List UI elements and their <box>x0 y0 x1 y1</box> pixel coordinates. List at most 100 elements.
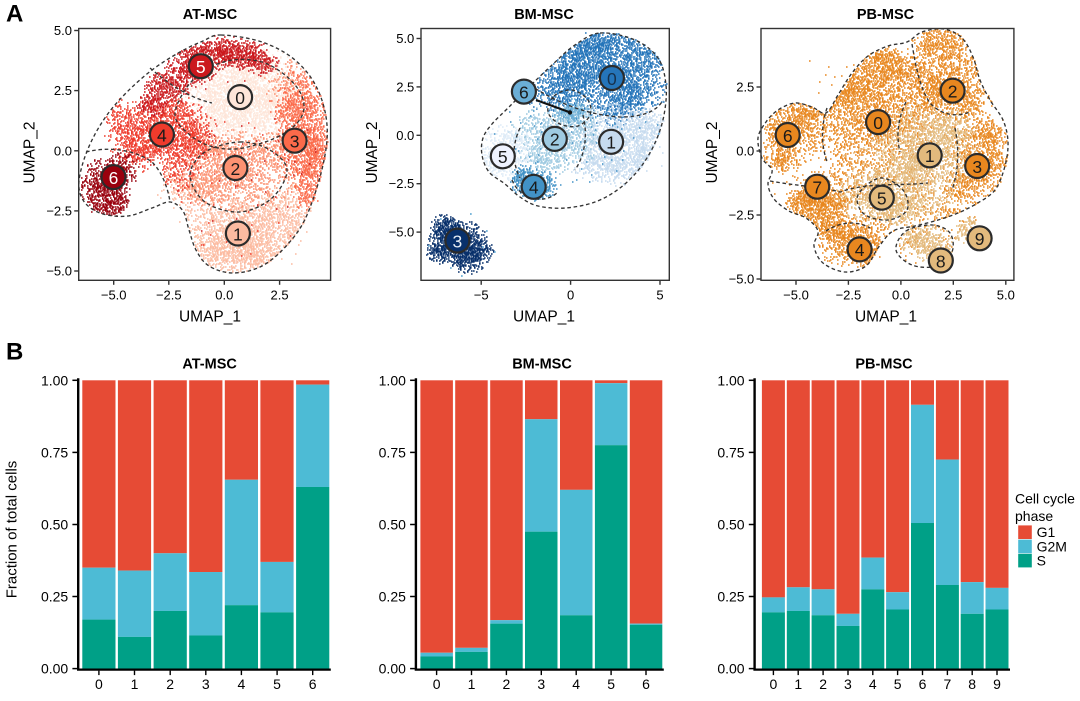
svg-text:5: 5 <box>273 676 281 692</box>
svg-text:2: 2 <box>503 676 511 692</box>
svg-text:−5.0: −5.0 <box>783 288 809 303</box>
svg-text:−2.5: −2.5 <box>46 203 72 218</box>
svg-text:−5.0: −5.0 <box>46 264 72 279</box>
svg-text:6: 6 <box>309 676 317 692</box>
svg-text:2: 2 <box>166 676 174 692</box>
svg-text:−2.5: −2.5 <box>389 176 415 191</box>
svg-text:G1: G1 <box>1037 524 1056 540</box>
svg-text:8: 8 <box>936 251 946 271</box>
svg-text:6: 6 <box>919 676 927 692</box>
svg-text:0.50: 0.50 <box>379 516 406 532</box>
svg-text:S: S <box>1037 553 1046 569</box>
svg-text:PB-MSC: PB-MSC <box>857 7 915 23</box>
svg-text:−5.0: −5.0 <box>729 272 755 287</box>
svg-text:UMAP_1: UMAP_1 <box>513 309 575 326</box>
svg-text:PB-MSC: PB-MSC <box>855 357 913 373</box>
svg-text:Fraction of total cells: Fraction of total cells <box>4 461 21 599</box>
svg-text:0.0: 0.0 <box>736 144 754 159</box>
svg-text:UMAP_1: UMAP_1 <box>179 309 241 326</box>
svg-text:6: 6 <box>642 676 650 692</box>
svg-text:0.0: 0.0 <box>892 288 910 303</box>
svg-text:−5: −5 <box>474 288 489 303</box>
svg-text:2: 2 <box>550 130 560 150</box>
svg-text:2.5: 2.5 <box>396 79 414 94</box>
svg-text:4: 4 <box>869 676 877 692</box>
svg-text:4: 4 <box>572 676 580 692</box>
svg-text:0: 0 <box>607 69 617 89</box>
svg-text:1.00: 1.00 <box>379 372 406 388</box>
svg-text:Cell cycle: Cell cycle <box>1015 491 1075 507</box>
svg-text:9: 9 <box>993 676 1001 692</box>
svg-text:AT-MSC: AT-MSC <box>183 7 238 23</box>
svg-text:3: 3 <box>537 676 545 692</box>
svg-text:0.75: 0.75 <box>41 444 68 460</box>
svg-text:1: 1 <box>925 146 935 166</box>
svg-text:1: 1 <box>233 224 243 244</box>
svg-text:0.25: 0.25 <box>41 589 68 605</box>
svg-text:1: 1 <box>131 676 139 692</box>
svg-text:0.0: 0.0 <box>215 288 233 303</box>
svg-text:3: 3 <box>972 157 982 177</box>
svg-text:2.5: 2.5 <box>271 288 289 303</box>
svg-text:0: 0 <box>873 113 883 133</box>
svg-text:−5.0: −5.0 <box>101 288 127 303</box>
svg-text:0.25: 0.25 <box>717 589 744 605</box>
svg-text:2.5: 2.5 <box>54 83 72 98</box>
svg-text:A: A <box>6 1 23 28</box>
svg-text:0: 0 <box>433 676 441 692</box>
svg-text:3: 3 <box>844 676 852 692</box>
svg-text:4: 4 <box>529 178 539 198</box>
svg-text:UMAP_2: UMAP_2 <box>22 121 39 183</box>
svg-text:8: 8 <box>968 676 976 692</box>
svg-text:5.0: 5.0 <box>997 288 1015 303</box>
svg-text:1.00: 1.00 <box>717 372 744 388</box>
svg-text:G2M: G2M <box>1037 538 1067 554</box>
svg-text:0.25: 0.25 <box>379 589 406 605</box>
svg-text:−5.0: −5.0 <box>389 225 415 240</box>
svg-text:1: 1 <box>794 676 802 692</box>
svg-text:5: 5 <box>877 189 887 209</box>
svg-text:0.50: 0.50 <box>717 516 744 532</box>
svg-text:AT-MSC: AT-MSC <box>182 357 237 373</box>
svg-text:0.50: 0.50 <box>41 516 68 532</box>
svg-text:5: 5 <box>607 676 615 692</box>
svg-text:5: 5 <box>196 57 206 77</box>
svg-text:9: 9 <box>975 229 985 249</box>
svg-text:UMAP_1: UMAP_1 <box>855 309 917 326</box>
svg-text:4: 4 <box>238 676 246 692</box>
svg-text:2: 2 <box>948 82 958 102</box>
svg-text:0: 0 <box>567 288 574 303</box>
svg-text:7: 7 <box>812 178 822 198</box>
svg-text:3: 3 <box>453 231 463 251</box>
svg-text:1: 1 <box>606 133 616 153</box>
svg-text:−2.5: −2.5 <box>836 288 862 303</box>
svg-text:0.75: 0.75 <box>717 444 744 460</box>
svg-text:7: 7 <box>943 676 951 692</box>
svg-text:−2.5: −2.5 <box>156 288 182 303</box>
svg-text:BM-MSC: BM-MSC <box>514 7 574 23</box>
svg-text:0: 0 <box>95 676 103 692</box>
svg-text:0.00: 0.00 <box>41 661 68 677</box>
svg-text:3: 3 <box>290 132 300 152</box>
svg-text:1: 1 <box>468 676 476 692</box>
svg-text:0: 0 <box>770 676 778 692</box>
svg-text:0.00: 0.00 <box>379 661 406 677</box>
svg-text:0.75: 0.75 <box>379 444 406 460</box>
svg-text:BM-MSC: BM-MSC <box>512 357 572 373</box>
svg-text:2.5: 2.5 <box>736 80 754 95</box>
svg-text:−2.5: −2.5 <box>729 208 755 223</box>
svg-text:UMAP_2: UMAP_2 <box>704 121 721 183</box>
svg-text:6: 6 <box>783 126 793 146</box>
svg-text:6: 6 <box>109 168 119 188</box>
svg-text:0.00: 0.00 <box>717 661 744 677</box>
svg-text:phase: phase <box>1015 508 1053 524</box>
svg-text:0.0: 0.0 <box>54 143 72 158</box>
svg-text:2: 2 <box>819 676 827 692</box>
svg-text:5.0: 5.0 <box>54 23 72 38</box>
svg-text:5: 5 <box>498 147 508 167</box>
svg-text:0: 0 <box>235 88 245 108</box>
svg-text:UMAP_2: UMAP_2 <box>364 121 381 183</box>
svg-text:0.0: 0.0 <box>396 128 414 143</box>
svg-text:4: 4 <box>855 240 865 260</box>
svg-text:2.5: 2.5 <box>944 288 962 303</box>
